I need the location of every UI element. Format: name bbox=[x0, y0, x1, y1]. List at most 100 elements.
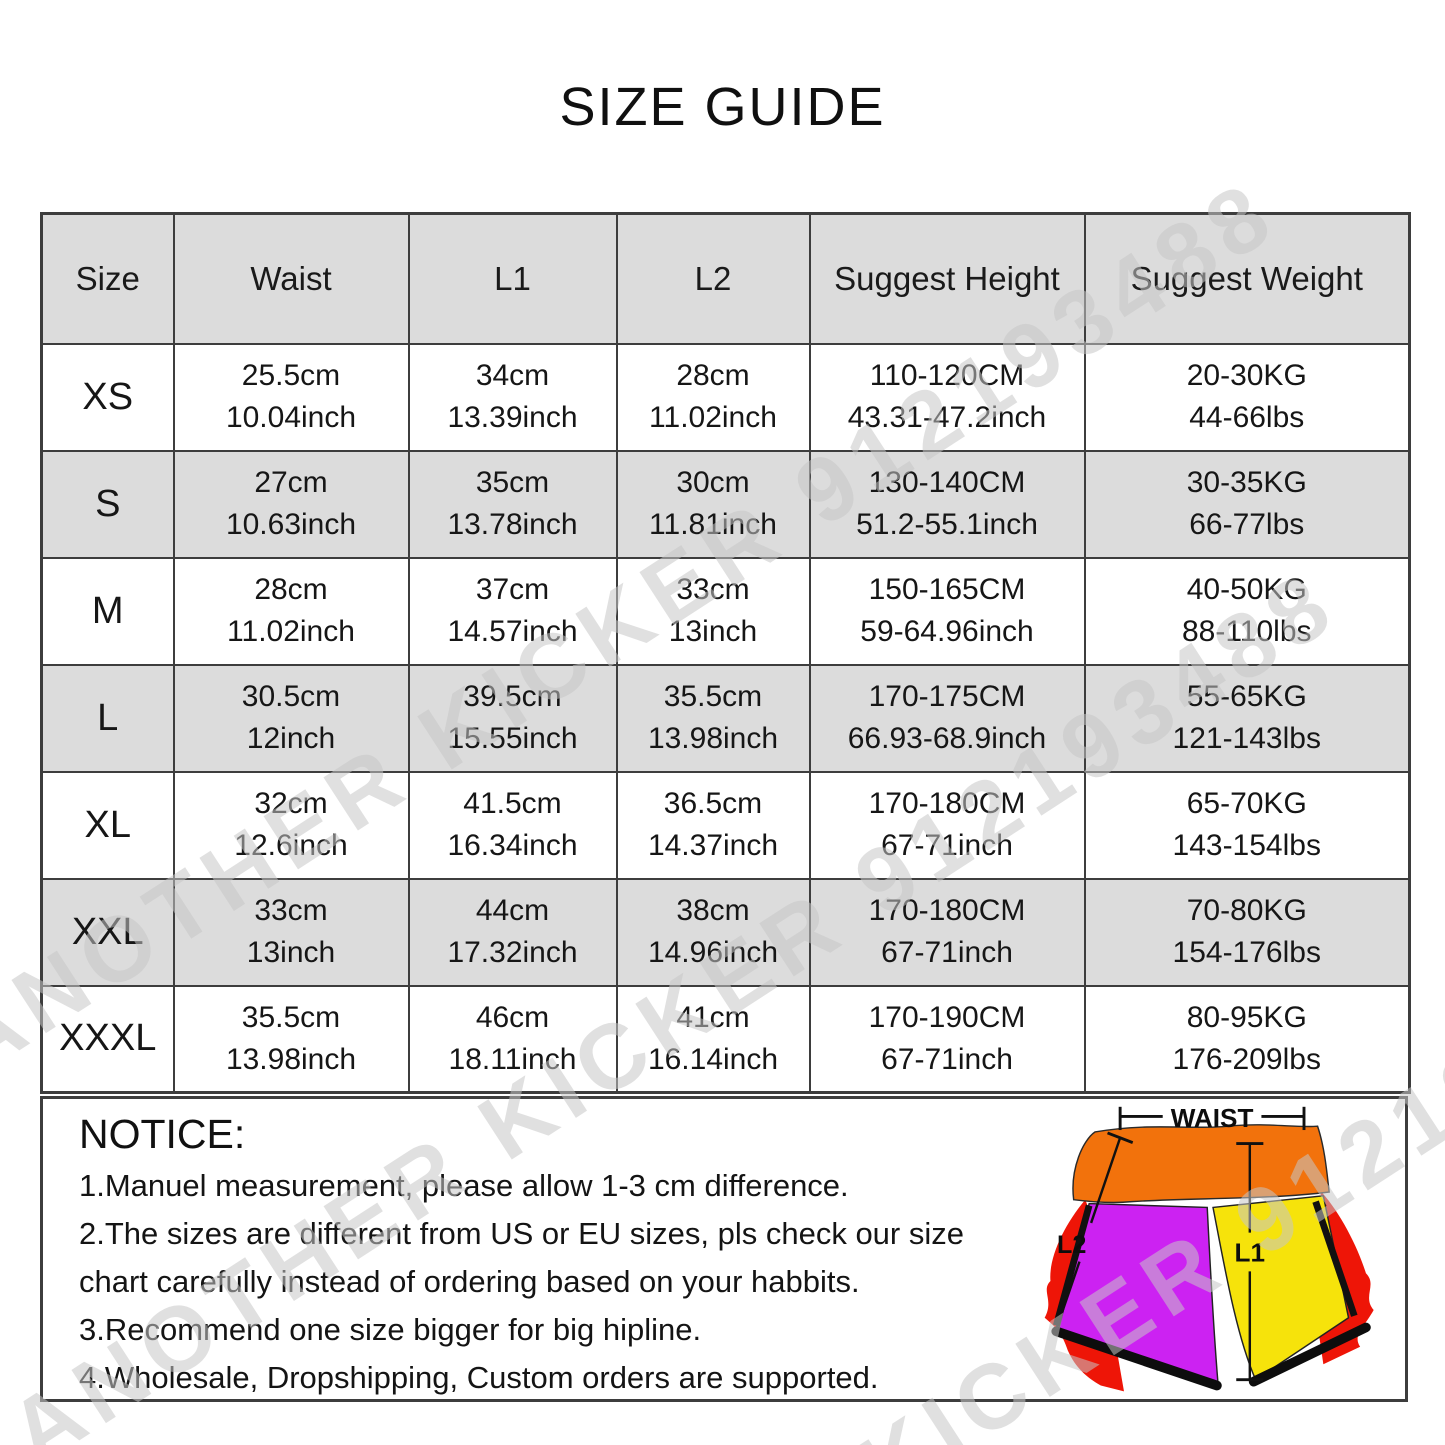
value-inch: 15.55inch bbox=[447, 722, 578, 755]
cell-size: XXL bbox=[40, 877, 175, 987]
value-inch: 67-71inch bbox=[881, 936, 1013, 969]
table-header-row: Size Waist L1 L2 Suggest Height Suggest … bbox=[40, 212, 1411, 345]
cell-weight: 40-50KG 88-110lbs bbox=[1083, 556, 1411, 666]
l2-measure-line bbox=[1055, 1261, 1081, 1330]
value-inch: 17.32inch bbox=[447, 936, 578, 969]
value-inch: 13inch bbox=[668, 615, 758, 648]
cell-waist: 33cm 13inch bbox=[172, 877, 410, 987]
cell-waist: 25.5cm 10.04inch bbox=[172, 342, 410, 452]
value-cm: 34cm bbox=[475, 359, 550, 392]
value-lbs: 88-110lbs bbox=[1181, 615, 1312, 648]
value-kg: 30-35KG bbox=[1186, 466, 1307, 499]
table-row-xxxl: XXXL 35.5cm 13.98inch 46cm 18.11inch 41cm 1… bbox=[40, 984, 1411, 1094]
cell-height: 170-180CM 67-71inch bbox=[808, 770, 1086, 880]
value-lbs: 143-154lbs bbox=[1172, 829, 1321, 862]
table-row-m: M 28cm 11.02inch 37cm 14.57inch 33cm 13inch… bbox=[40, 556, 1411, 666]
value-kg: 55-65KG bbox=[1186, 680, 1307, 713]
cell-size: XS bbox=[40, 342, 175, 452]
value-inch: 13.78inch bbox=[447, 508, 578, 541]
cell-height: 110-120CM 43.31-47.2inch bbox=[808, 342, 1086, 452]
value-cm: 41cm bbox=[676, 1000, 750, 1034]
value-kg: 40-50KG bbox=[1186, 573, 1307, 606]
value-inch: 66.93-68.9inch bbox=[847, 722, 1047, 755]
value-inch: 12.6inch bbox=[234, 829, 348, 862]
value-lbs: 66-77lbs bbox=[1189, 508, 1305, 541]
value-inch: 11.81inch bbox=[649, 508, 777, 541]
table-row-l: L 30.5cm 12inch 39.5cm 15.55inch 35.5cm 13.… bbox=[40, 663, 1411, 773]
value-inch: 12inch bbox=[246, 722, 336, 755]
value-lbs: 44-66lbs bbox=[1189, 401, 1305, 434]
value-cm: 170-175CM bbox=[868, 680, 1026, 713]
value-inch: 67-71inch bbox=[881, 829, 1013, 862]
value-cm: 41.5cm bbox=[463, 787, 562, 820]
value-cm: 33cm bbox=[254, 894, 328, 927]
value-inch: 13.98inch bbox=[225, 1042, 357, 1076]
value-inch: 43.31-47.2inch bbox=[847, 401, 1047, 434]
value-inch: 14.37inch bbox=[647, 829, 779, 862]
value-inch: 59-64.96inch bbox=[860, 615, 1034, 648]
l2-measure-tick bbox=[1107, 1131, 1134, 1144]
value-cm: 32cm bbox=[254, 787, 328, 820]
cell-l2: 38cm 14.96inch bbox=[615, 877, 811, 987]
cell-size: XXXL bbox=[40, 984, 175, 1094]
column-header-l1: L1 bbox=[407, 212, 618, 345]
value-cm: 30.5cm bbox=[241, 680, 341, 713]
cell-height: 170-180CM 67-71inch bbox=[808, 877, 1086, 987]
cell-l1: 37cm 14.57inch bbox=[407, 556, 618, 666]
value-inch: 10.04inch bbox=[225, 401, 357, 434]
column-header-waist: Waist bbox=[172, 212, 410, 345]
cell-size: S bbox=[40, 449, 175, 559]
cell-size: XL bbox=[40, 770, 175, 880]
cell-weight: 70-80KG 154-176lbs bbox=[1083, 877, 1411, 987]
cell-weight: 30-35KG 66-77lbs bbox=[1083, 449, 1411, 559]
l1-label: L1 bbox=[1235, 1238, 1265, 1268]
notice-item: 3.Recommend one size bigger for big hipl… bbox=[79, 1312, 702, 1347]
page-title: SIZE GUIDE bbox=[559, 77, 886, 137]
value-cm: 37cm bbox=[475, 573, 550, 606]
cell-l1: 41.5cm 16.34inch bbox=[407, 770, 618, 880]
notice-heading: NOTICE: bbox=[79, 1111, 246, 1157]
value-cm: 33cm bbox=[676, 573, 750, 606]
value-cm: 25.5cm bbox=[241, 359, 341, 392]
value-lbs: 154-176lbs bbox=[1172, 936, 1321, 969]
value-inch: 16.34inch bbox=[447, 829, 578, 862]
cell-l2: 30cm 11.81inch bbox=[615, 449, 811, 559]
value-inch: 11.02inch bbox=[649, 401, 777, 434]
l2-measure-line bbox=[1089, 1137, 1122, 1224]
cell-l2: 41cm 16.14inch bbox=[615, 984, 811, 1094]
value-inch: 14.96inch bbox=[647, 936, 779, 969]
cell-waist: 27cm 10.63inch bbox=[172, 449, 410, 559]
cell-l1: 46cm 18.11inch bbox=[407, 984, 618, 1094]
cell-l2: 28cm 11.02inch bbox=[615, 342, 811, 452]
value-cm: 35cm bbox=[475, 466, 550, 499]
cell-height: 170-190CM 67-71inch bbox=[808, 984, 1086, 1094]
cell-weight: 65-70KG 143-154lbs bbox=[1083, 770, 1411, 880]
cell-height: 130-140CM 51.2-55.1inch bbox=[808, 449, 1086, 559]
value-inch: 16.14inch bbox=[647, 1042, 779, 1076]
value-cm: 46cm bbox=[475, 1000, 550, 1034]
value-cm: 35.5cm bbox=[241, 1000, 341, 1034]
cell-l1: 44cm 17.32inch bbox=[407, 877, 618, 987]
value-inch: 13.39inch bbox=[447, 401, 578, 434]
cell-l2: 35.5cm 13.98inch bbox=[615, 663, 811, 773]
value-cm: 28cm bbox=[254, 573, 328, 606]
cell-l1: 35cm 13.78inch bbox=[407, 449, 618, 559]
cell-l1: 39.5cm 15.55inch bbox=[407, 663, 618, 773]
cell-waist: 28cm 11.02inch bbox=[172, 556, 410, 666]
value-kg: 65-70KG bbox=[1186, 787, 1307, 820]
cell-height: 170-175CM 66.93-68.9inch bbox=[808, 663, 1086, 773]
notice-item: 1.Manuel measurement, please allow 1-3 c… bbox=[79, 1168, 849, 1203]
shorts-diagram: WAIST L2 L1 bbox=[1044, 1103, 1374, 1392]
table-row-s: S 27cm 10.63inch 35cm 13.78inch 30cm 11.81i… bbox=[40, 449, 1411, 559]
waist-label: WAIST bbox=[1171, 1103, 1254, 1133]
value-inch: 18.11inch bbox=[448, 1042, 577, 1076]
cell-l1: 34cm 13.39inch bbox=[407, 342, 618, 452]
shorts-waistband bbox=[1072, 1124, 1330, 1204]
value-cm: 39.5cm bbox=[463, 680, 562, 713]
column-header-size: Size bbox=[40, 212, 175, 345]
value-kg: 70-80KG bbox=[1186, 894, 1307, 927]
cell-weight: 55-65KG 121-143lbs bbox=[1083, 663, 1411, 773]
cell-waist: 35.5cm 13.98inch bbox=[172, 984, 410, 1094]
cell-weight: 80-95KG 176-209lbs bbox=[1083, 984, 1411, 1094]
